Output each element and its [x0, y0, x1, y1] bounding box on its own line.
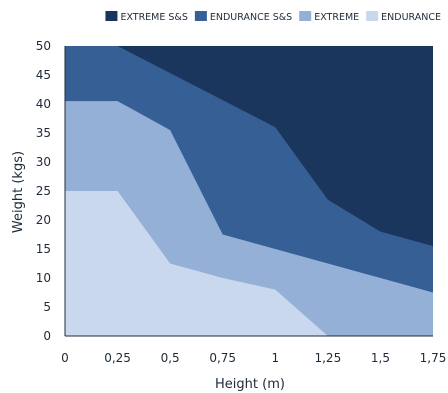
- x-tick-label: 0: [61, 351, 69, 365]
- legend-swatch: [299, 11, 312, 21]
- y-tick-labels: 0 5 10 15 20 25 30 35 40 45 50: [36, 39, 51, 343]
- y-tick-label: 30: [36, 155, 51, 169]
- y-tick-label: 25: [36, 184, 51, 198]
- legend-item-endurance: ENDURANCE: [366, 11, 441, 23]
- legend-label: EXTREME: [314, 12, 359, 23]
- plot-areas: [65, 46, 433, 336]
- y-tick-label: 15: [36, 242, 51, 256]
- x-tick-label: 1,75: [420, 351, 447, 365]
- y-tick-label: 20: [36, 213, 51, 227]
- legend-label: EXTREME S&S: [120, 12, 187, 23]
- x-tick-label: 0,5: [161, 351, 180, 365]
- x-axis-title: Height (m): [215, 377, 285, 392]
- area-endurance: [65, 191, 328, 336]
- legend: EXTREME S&S ENDURANCE S&S EXTREME ENDURANCE: [105, 11, 441, 23]
- x-tick-label: 0,75: [209, 351, 236, 365]
- y-axis-title: Weight (kgs): [11, 151, 26, 233]
- legend-item-endurance-sands: ENDURANCE S&S: [194, 11, 292, 23]
- legend-item-extreme: EXTREME: [299, 11, 359, 23]
- y-tick-label: 35: [36, 126, 51, 140]
- y-tick-label: 45: [36, 68, 51, 82]
- y-tick-label: 5: [43, 300, 51, 314]
- y-tick-label: 0: [43, 329, 51, 343]
- legend-label: ENDURANCE S&S: [210, 12, 292, 23]
- y-tick-label: 50: [36, 39, 51, 53]
- x-tick-label: 1: [271, 351, 279, 365]
- legend-item-extreme-sands: EXTREME S&S: [105, 11, 188, 23]
- legend-swatch: [194, 11, 207, 21]
- x-tick-labels: 0 0,25 0,5 0,75 1 1,25 1,5 1,75: [61, 351, 446, 365]
- legend-swatch: [366, 11, 379, 21]
- x-tick-label: 1,5: [371, 351, 390, 365]
- y-tick-label: 10: [36, 271, 51, 285]
- y-tick-label: 40: [36, 97, 51, 111]
- legend-label: ENDURANCE: [381, 12, 441, 23]
- x-tick-label: 0,25: [104, 351, 131, 365]
- x-tick-label: 1,25: [314, 351, 341, 365]
- legend-swatch: [105, 11, 118, 21]
- axes: [64, 46, 433, 337]
